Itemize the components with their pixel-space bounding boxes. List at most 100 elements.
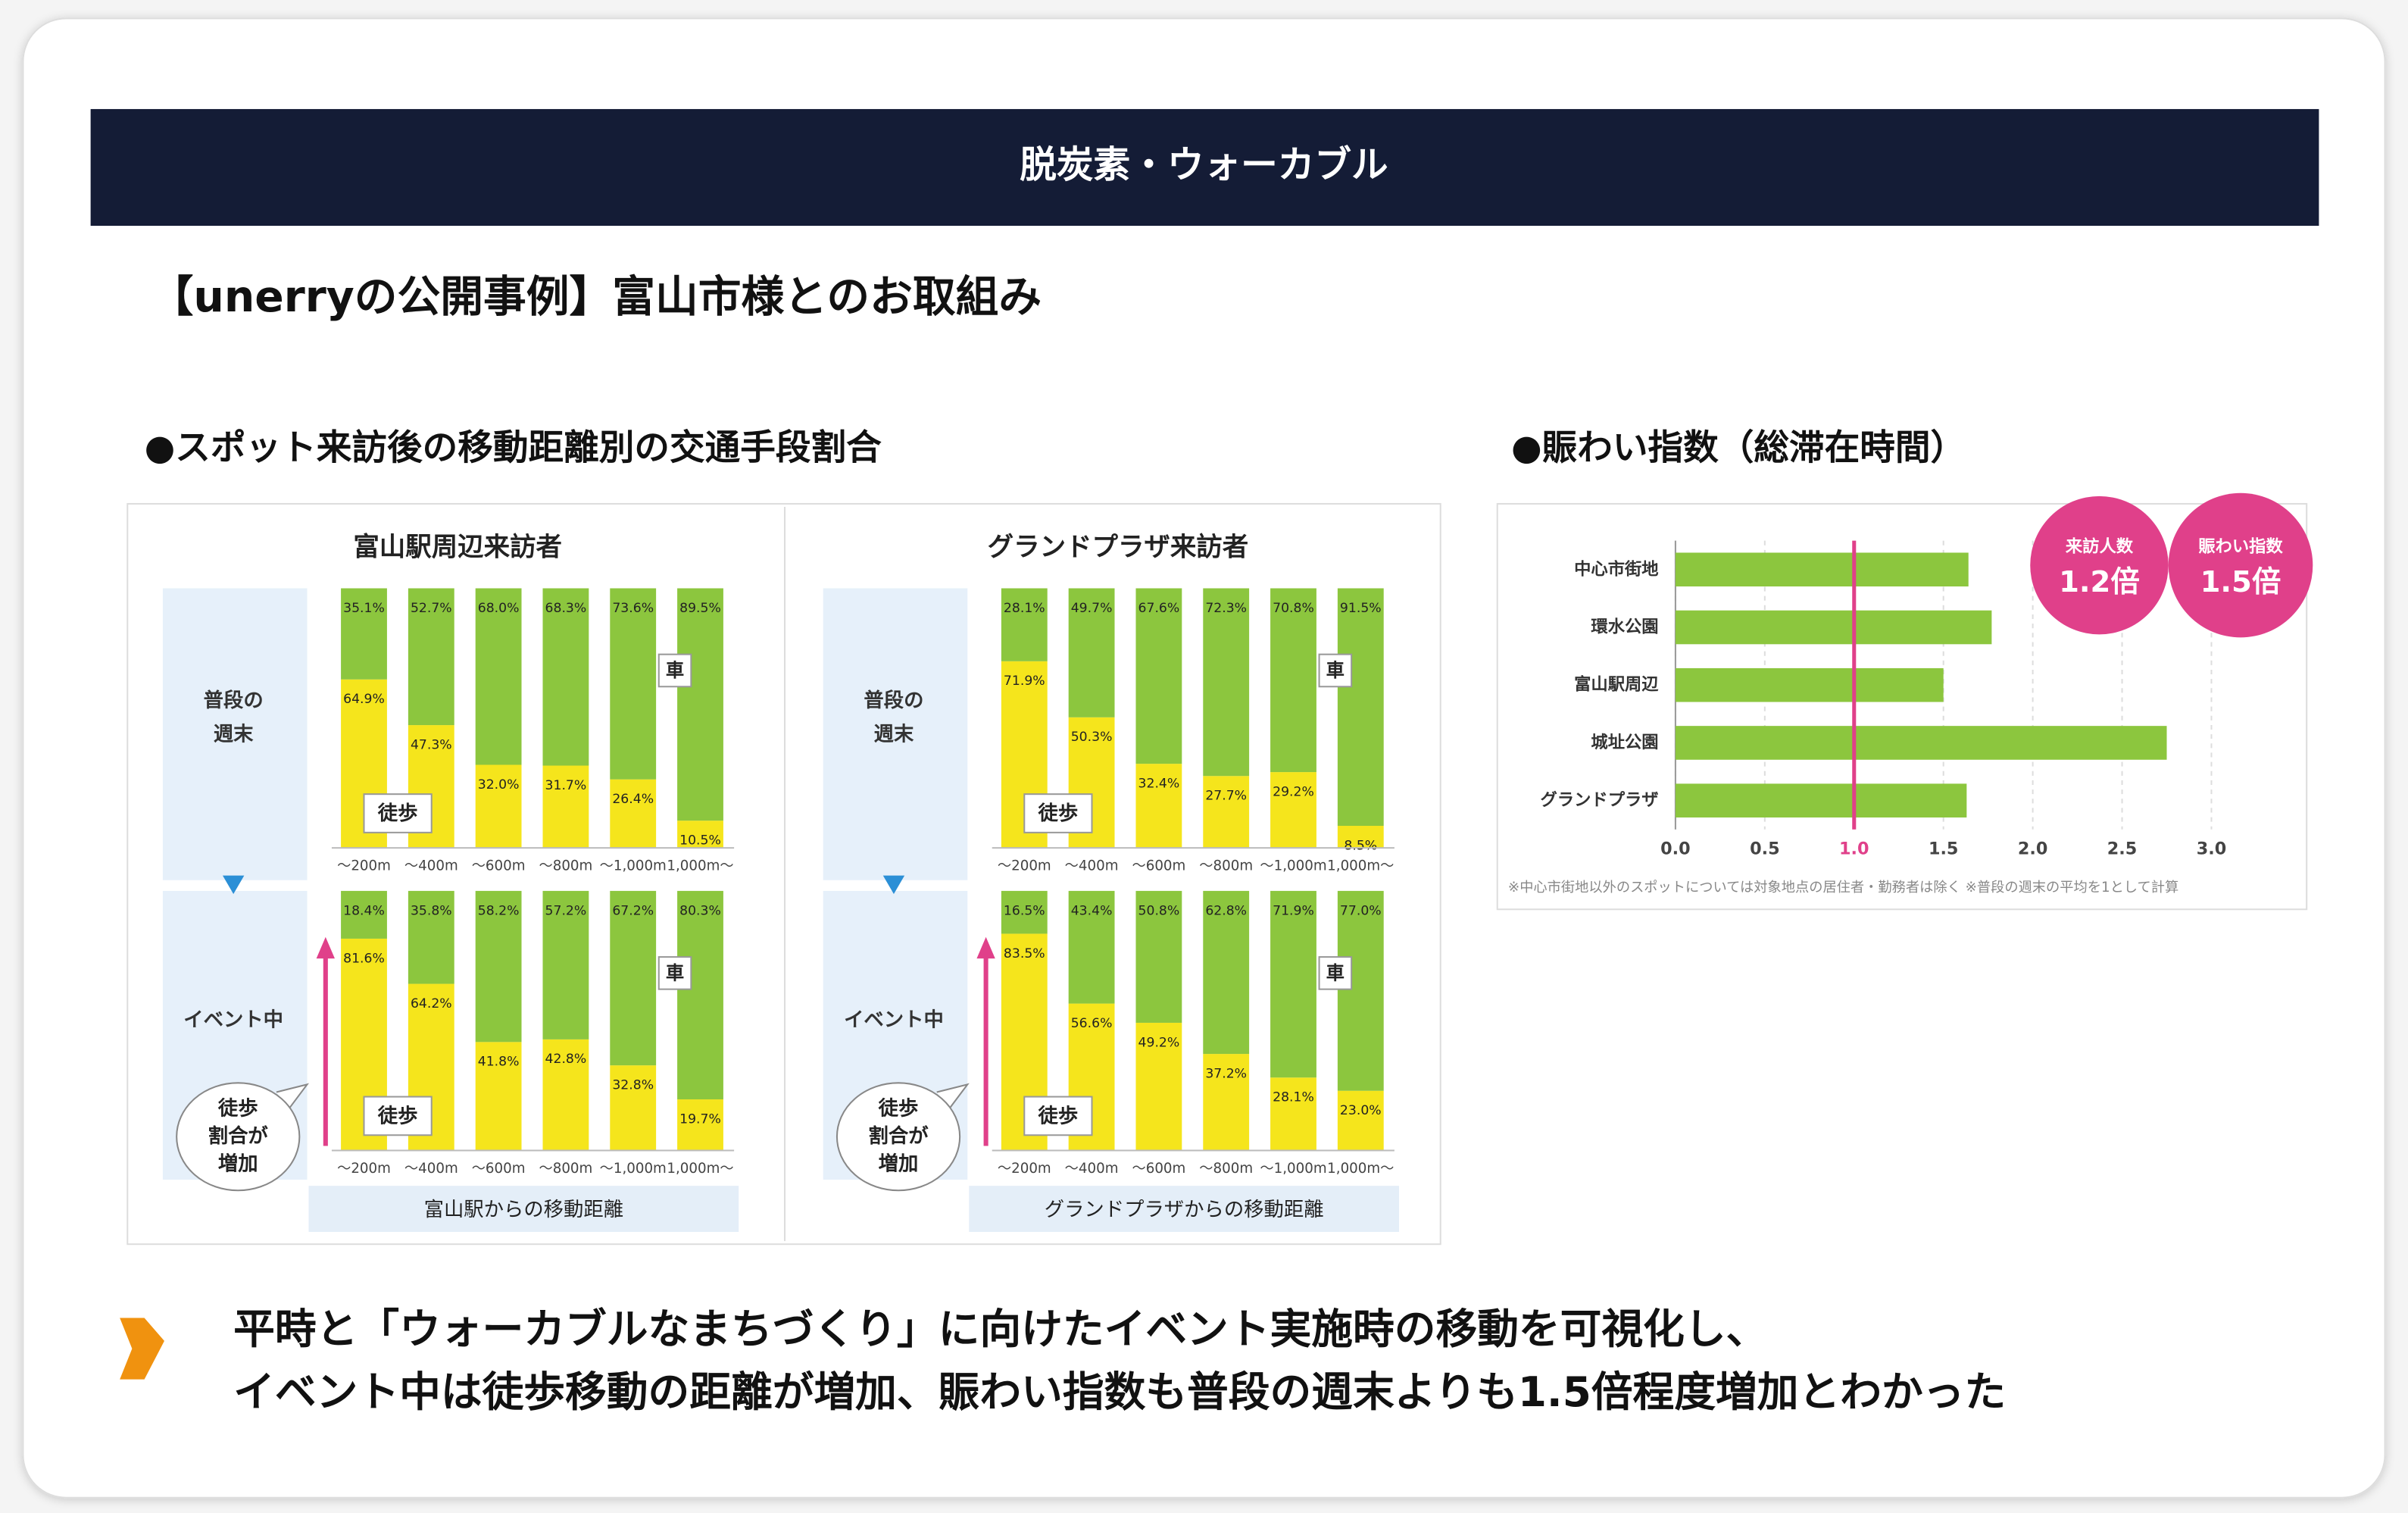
bar-segment — [610, 588, 657, 780]
bar-segment — [1203, 588, 1250, 777]
x-tick-label: ～800m — [1199, 858, 1253, 874]
row-label-bg — [823, 588, 968, 880]
x-tick-label: ～1,000m — [600, 1161, 667, 1177]
label-box — [1023, 793, 1093, 833]
x-axis-label: 富山駅からの移動距離 — [424, 1199, 623, 1221]
bar-segment — [677, 588, 723, 821]
badge — [2030, 495, 2169, 635]
value-label: 77.0% — [1340, 903, 1382, 918]
footnote: ※中心市街地以外のスポットについては対象地点の居住者・勤務者は除く ※普段の週末… — [1508, 880, 2178, 896]
bar-segment — [1337, 890, 1384, 1091]
series-label: 車 — [666, 961, 684, 983]
bar-segment — [475, 588, 522, 765]
y-tick-label: グランドプラザ — [1541, 789, 1659, 810]
x-tick-label: ～200m — [337, 1161, 391, 1177]
xlabel-bg — [969, 1186, 1399, 1232]
value-label: 83.5% — [1004, 946, 1045, 961]
header-bar — [90, 108, 2319, 227]
value-label: 43.4% — [1071, 903, 1113, 918]
value-label: 71.9% — [1004, 674, 1045, 689]
bar-segment — [542, 1039, 589, 1151]
value-label: 91.5% — [1340, 601, 1382, 616]
badge-text: 1.2倍 — [2059, 565, 2140, 599]
callout — [176, 1082, 301, 1192]
value-label: 10.5% — [679, 833, 721, 849]
value-label: 73.6% — [612, 601, 654, 616]
label-box — [363, 793, 433, 833]
x-axis-label: グランドプラザからの移動距離 — [1045, 1199, 1324, 1221]
bar-segment — [1337, 1090, 1384, 1151]
row-label: 普段の — [864, 689, 923, 712]
value-label: 50.8% — [1138, 903, 1180, 918]
x-tick-label: ～400m — [404, 858, 458, 874]
value-label: 81.6% — [343, 951, 385, 966]
x-tick-label: ～400m — [404, 1161, 458, 1177]
value-label: 64.9% — [343, 692, 385, 707]
value-label: 70.8% — [1273, 601, 1314, 616]
value-label: 35.8% — [411, 903, 452, 918]
value-label: 64.2% — [411, 996, 452, 1011]
x-tick-label: ～600m — [1132, 1161, 1185, 1177]
row-label-bg — [162, 588, 308, 880]
badge-title: 賑わい指数 — [2198, 536, 2283, 556]
series-label: 徒歩 — [377, 1105, 418, 1127]
bar-segment — [1135, 764, 1182, 849]
conclusion-line: イベント中は徒歩移動の距離が増加、賑わい指数も普段の週末よりも1.5倍程度増加と… — [233, 1368, 2006, 1416]
value-label: 28.1% — [1273, 1090, 1314, 1105]
bar-segment — [1337, 826, 1384, 849]
value-label: 72.3% — [1205, 601, 1247, 616]
value-label: 52.7% — [411, 601, 452, 616]
x-tick-label: ～200m — [998, 1161, 1051, 1177]
x-tick-label: ～600m — [472, 858, 526, 874]
section-title: ●賑わい指数（総滞在時間） — [1511, 427, 1966, 468]
bar-segment — [610, 779, 657, 849]
value-label: 28.1% — [1004, 601, 1045, 616]
x-tick-label: 1,000m～ — [1327, 858, 1394, 874]
bar — [1675, 726, 2167, 760]
callout-text: 徒歩 — [878, 1097, 919, 1120]
label-box — [657, 956, 692, 990]
row-label: イベント中 — [183, 1009, 283, 1032]
y-tick-label: 環水公園 — [1591, 617, 1658, 636]
callout-text: 増加 — [879, 1152, 919, 1175]
x-tick-label: 2.5 — [2107, 839, 2138, 859]
value-label: 23.0% — [1340, 1103, 1382, 1118]
bar-segment — [1203, 890, 1250, 1055]
bar-segment — [542, 765, 589, 849]
bar-segment — [341, 890, 387, 939]
series-label: 徒歩 — [1038, 802, 1079, 825]
subtitle: 【unerryの公開事例】富山市様とのお取組み — [151, 272, 1042, 322]
bar-segment — [1068, 588, 1115, 717]
x-tick-label: ～800m — [539, 1161, 593, 1177]
callout-text: 割合が — [869, 1124, 929, 1148]
value-label: 71.9% — [1273, 903, 1314, 918]
x-tick-label: ～200m — [998, 858, 1051, 874]
bar-segment — [677, 821, 723, 849]
x-tick-label: ～1,000m — [1260, 1161, 1326, 1177]
bar-segment — [1135, 1022, 1182, 1151]
bar-segment — [677, 1099, 723, 1151]
value-label: 32.4% — [1138, 776, 1180, 791]
label-box — [1023, 1096, 1093, 1136]
arrow-icon — [120, 1318, 164, 1380]
bar-segment — [1270, 772, 1316, 849]
panel-title: 富山駅周辺来訪者 — [353, 532, 562, 562]
value-label: 56.6% — [1071, 1016, 1113, 1031]
panel-title: グランドプラザ来訪者 — [988, 532, 1249, 562]
callout-text: 増加 — [218, 1152, 258, 1175]
value-label: 58.2% — [478, 903, 520, 918]
label-box — [1318, 956, 1353, 990]
x-tick-label: ～400m — [1065, 858, 1119, 874]
bar — [1675, 667, 1944, 702]
x-tick-label: 1.0 — [1839, 839, 1869, 859]
value-label: 32.8% — [612, 1078, 654, 1093]
down-triangle — [882, 875, 905, 894]
x-tick-label: 3.0 — [2197, 839, 2227, 859]
bar-segment — [408, 588, 454, 726]
row-label: 普段の — [204, 689, 264, 712]
y-tick-label: 城址公園 — [1591, 732, 1658, 752]
value-label: 80.3% — [679, 903, 721, 918]
x-tick-label: 1,000m～ — [667, 858, 733, 874]
bar-segment — [1337, 588, 1384, 827]
value-label: 42.8% — [545, 1052, 587, 1067]
